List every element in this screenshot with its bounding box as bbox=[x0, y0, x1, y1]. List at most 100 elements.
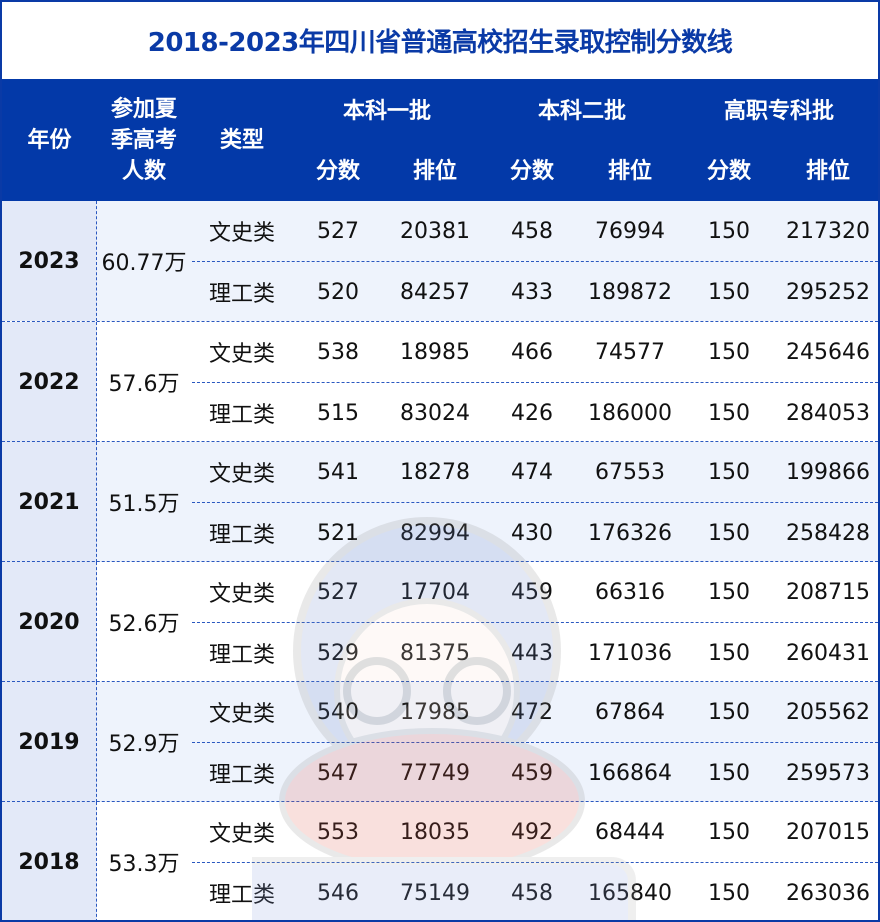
b1-rank-cell: 82994 bbox=[400, 520, 470, 546]
year-cell: 2020 bbox=[2, 562, 97, 682]
b1-score-cell: 529 bbox=[317, 640, 359, 666]
header-batch3-score: 分数 bbox=[706, 158, 751, 184]
table-row: 理工类 546 75149 458 165840 150 263036 bbox=[192, 862, 878, 920]
b3-score-cell: 150 bbox=[708, 760, 750, 786]
b3-rank-cell: 259573 bbox=[786, 760, 870, 786]
b1-score-cell: 527 bbox=[317, 218, 359, 244]
type-cell: 理工类 bbox=[208, 282, 275, 307]
b2-score-cell: 433 bbox=[511, 279, 553, 305]
b1-score-cell: 546 bbox=[317, 880, 359, 906]
b3-score-cell: 150 bbox=[708, 339, 750, 365]
b2-score-cell: 474 bbox=[511, 459, 553, 485]
b3-rank-cell: 207015 bbox=[786, 819, 870, 845]
b2-score-cell: 459 bbox=[511, 760, 553, 786]
b1-score-cell: 547 bbox=[317, 760, 359, 786]
exam-count-cell: 57.6万 bbox=[108, 372, 180, 397]
year-block-2022: 2022 57.6万 文史类 538 18985 466 74577 150 2… bbox=[2, 321, 878, 442]
header-batch2-rank: 排位 bbox=[607, 158, 652, 184]
table-header: 年份 参加夏 季高考 人数 类型 本科一批 本科二批 高职专科批 分数 排位 分… bbox=[2, 79, 878, 201]
year-cell: 2021 bbox=[2, 442, 97, 562]
type-cell: 文史类 bbox=[208, 342, 275, 367]
table-row: 理工类 547 77749 459 166864 150 259573 bbox=[192, 742, 878, 802]
table-row: 文史类 527 17704 459 66316 150 208715 bbox=[192, 562, 878, 622]
type-cell: 理工类 bbox=[208, 763, 275, 788]
b1-rank-cell: 84257 bbox=[400, 279, 470, 305]
b2-rank-cell: 171036 bbox=[588, 640, 672, 666]
b2-rank-cell: 189872 bbox=[588, 279, 672, 305]
b2-rank-cell: 76994 bbox=[595, 218, 665, 244]
b3-rank-cell: 258428 bbox=[786, 520, 870, 546]
year-cell: 2022 bbox=[2, 322, 97, 442]
b2-score-cell: 430 bbox=[511, 520, 553, 546]
table-row: 文史类 553 18035 492 68444 150 207015 bbox=[192, 802, 878, 862]
year-block-2018: 2018 53.3万 文史类 553 18035 492 68444 150 2… bbox=[2, 801, 878, 920]
b2-rank-cell: 66316 bbox=[595, 579, 665, 605]
b1-rank-cell: 20381 bbox=[400, 218, 470, 244]
header-batch3-rank: 排位 bbox=[805, 158, 850, 184]
b3-score-cell: 150 bbox=[708, 819, 750, 845]
b1-score-cell: 553 bbox=[317, 819, 359, 845]
page-title: 2018-2023年四川省普通高校招生录取控制分数线 bbox=[147, 28, 733, 58]
type-cell: 理工类 bbox=[208, 643, 275, 668]
header-count-line3: 人数 bbox=[121, 158, 166, 184]
b3-score-cell: 150 bbox=[708, 459, 750, 485]
b2-score-cell: 492 bbox=[511, 819, 553, 845]
b1-rank-cell: 17985 bbox=[400, 699, 470, 725]
b2-rank-cell: 166864 bbox=[588, 760, 672, 786]
b1-score-cell: 515 bbox=[317, 400, 359, 426]
exam-count-cell: 60.77万 bbox=[101, 251, 187, 276]
table-row: 文史类 541 18278 474 67553 150 199866 bbox=[192, 442, 878, 502]
type-cell: 文史类 bbox=[208, 702, 275, 727]
table-body: 2023 60.77万 文史类 527 20381 458 76994 150 … bbox=[2, 201, 878, 920]
b1-rank-cell: 83024 bbox=[400, 400, 470, 426]
b2-score-cell: 458 bbox=[511, 218, 553, 244]
b3-rank-cell: 199866 bbox=[786, 459, 870, 485]
table-row: 文史类 527 20381 458 76994 150 217320 bbox=[192, 201, 878, 261]
b3-rank-cell: 260431 bbox=[786, 640, 870, 666]
table-row: 理工类 521 82994 430 176326 150 258428 bbox=[192, 502, 878, 562]
b3-rank-cell: 217320 bbox=[786, 218, 870, 244]
b2-rank-cell: 165840 bbox=[588, 880, 672, 906]
exam-count-cell: 53.3万 bbox=[108, 852, 180, 877]
header-batch2-score: 分数 bbox=[509, 158, 554, 184]
b2-rank-cell: 186000 bbox=[588, 400, 672, 426]
header-batch1-rank: 排位 bbox=[412, 158, 457, 184]
exam-count-cell: 52.6万 bbox=[108, 612, 180, 637]
b2-rank-cell: 67864 bbox=[595, 699, 665, 725]
b3-score-cell: 150 bbox=[708, 880, 750, 906]
b3-rank-cell: 295252 bbox=[786, 279, 870, 305]
table-row: 理工类 529 81375 443 171036 150 260431 bbox=[192, 622, 878, 682]
b2-rank-cell: 67553 bbox=[595, 459, 665, 485]
header-batch3: 高职专科批 bbox=[723, 98, 834, 124]
b3-score-cell: 150 bbox=[708, 279, 750, 305]
b1-rank-cell: 81375 bbox=[400, 640, 470, 666]
b1-score-cell: 538 bbox=[317, 339, 359, 365]
type-cell: 文史类 bbox=[208, 221, 275, 246]
header-year: 年份 bbox=[27, 127, 72, 153]
exam-count-cell: 51.5万 bbox=[108, 492, 180, 517]
b2-rank-cell: 68444 bbox=[595, 819, 665, 845]
exam-count-cell: 52.9万 bbox=[108, 732, 180, 757]
b2-score-cell: 458 bbox=[511, 880, 553, 906]
b3-rank-cell: 208715 bbox=[786, 579, 870, 605]
year-cell: 2023 bbox=[2, 201, 97, 321]
b1-rank-cell: 17704 bbox=[400, 579, 470, 605]
b2-rank-cell: 176326 bbox=[588, 520, 672, 546]
b2-score-cell: 472 bbox=[511, 699, 553, 725]
table-row: 理工类 520 84257 433 189872 150 295252 bbox=[192, 261, 878, 321]
b3-score-cell: 150 bbox=[708, 640, 750, 666]
b2-rank-cell: 74577 bbox=[595, 339, 665, 365]
year-block-2023: 2023 60.77万 文史类 527 20381 458 76994 150 … bbox=[2, 201, 878, 321]
b2-score-cell: 459 bbox=[511, 579, 553, 605]
type-cell: 文史类 bbox=[208, 582, 275, 607]
b1-score-cell: 540 bbox=[317, 699, 359, 725]
b3-rank-cell: 263036 bbox=[786, 880, 870, 906]
header-batch1-score: 分数 bbox=[315, 158, 360, 184]
b3-score-cell: 150 bbox=[708, 520, 750, 546]
b1-rank-cell: 18985 bbox=[400, 339, 470, 365]
b1-rank-cell: 18278 bbox=[400, 459, 470, 485]
year-block-2020: 2020 52.6万 文史类 527 17704 459 66316 150 2… bbox=[2, 561, 878, 682]
year-block-2019: 2019 52.9万 文史类 540 17985 472 67864 150 2… bbox=[2, 681, 878, 802]
b3-score-cell: 150 bbox=[708, 400, 750, 426]
